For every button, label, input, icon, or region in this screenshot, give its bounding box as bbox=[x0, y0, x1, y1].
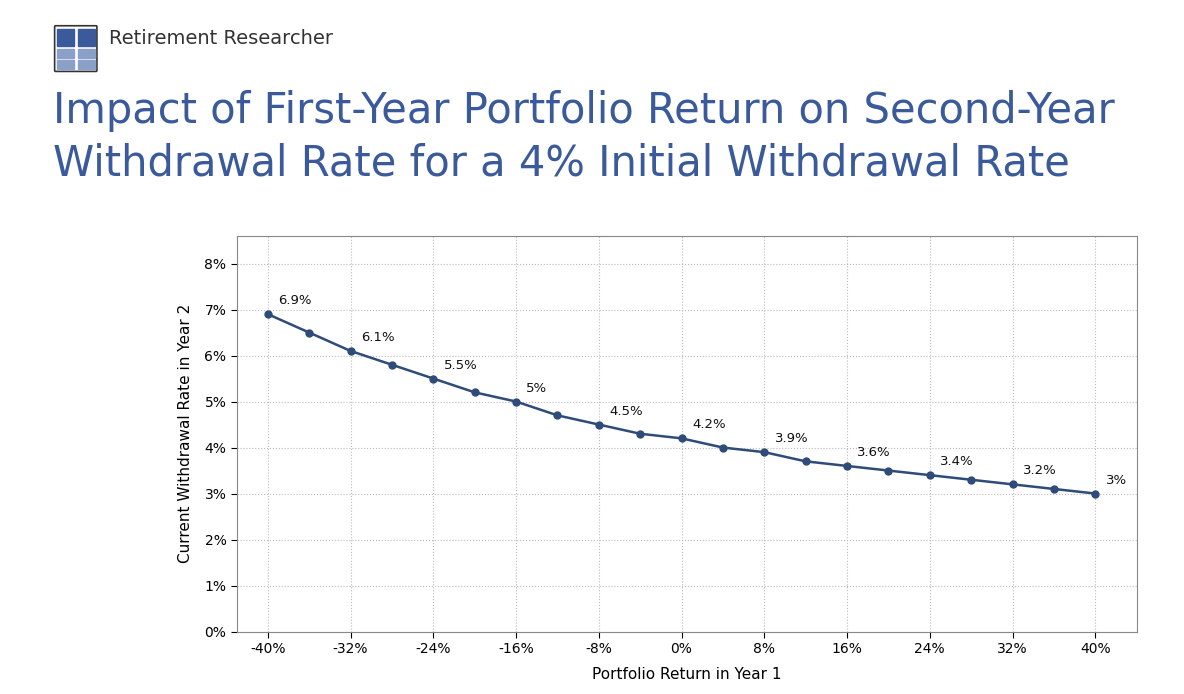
Text: 5.5%: 5.5% bbox=[444, 359, 477, 372]
Text: Withdrawal Rate for a 4% Initial Withdrawal Rate: Withdrawal Rate for a 4% Initial Withdra… bbox=[53, 142, 1070, 185]
Bar bbox=[78, 60, 95, 69]
Text: 3.4%: 3.4% bbox=[940, 455, 973, 468]
FancyBboxPatch shape bbox=[54, 26, 97, 71]
Text: 4.5%: 4.5% bbox=[609, 405, 643, 418]
Text: 5%: 5% bbox=[527, 382, 547, 395]
Text: 4.2%: 4.2% bbox=[691, 418, 726, 432]
Bar bbox=[57, 49, 73, 58]
Text: 3%: 3% bbox=[1106, 473, 1127, 486]
Bar bbox=[78, 49, 95, 58]
Bar bbox=[57, 60, 73, 69]
X-axis label: Portfolio Return in Year 1: Portfolio Return in Year 1 bbox=[592, 667, 781, 682]
Text: Retirement Researcher: Retirement Researcher bbox=[109, 28, 333, 48]
Text: 3.9%: 3.9% bbox=[774, 432, 809, 446]
Text: 6.1%: 6.1% bbox=[361, 331, 394, 344]
Text: 6.9%: 6.9% bbox=[278, 294, 311, 307]
Text: Impact of First-Year Portfolio Return on Second-Year: Impact of First-Year Portfolio Return on… bbox=[53, 90, 1115, 133]
Y-axis label: Current Withdrawal Rate in Year 2: Current Withdrawal Rate in Year 2 bbox=[179, 304, 193, 564]
Bar bbox=[57, 29, 73, 46]
Text: 3.2%: 3.2% bbox=[1023, 464, 1056, 477]
Bar bbox=[78, 29, 95, 46]
Text: 3.6%: 3.6% bbox=[857, 446, 892, 459]
